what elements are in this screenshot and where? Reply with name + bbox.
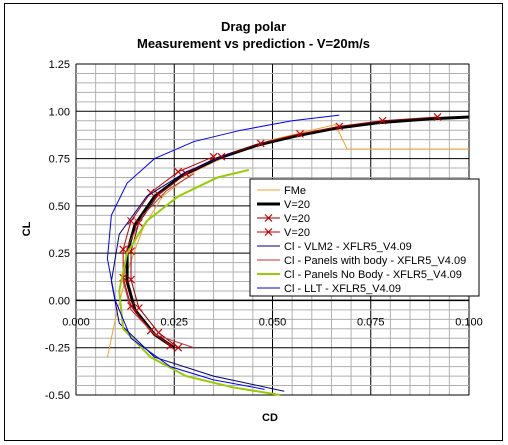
legend-label: Cl - Panels No Body - XFLR5_V4.09	[284, 269, 462, 281]
series-marker	[174, 343, 183, 352]
y-tick-label: 0.75	[49, 154, 70, 166]
series-marker	[378, 116, 387, 125]
legend-label: FMe	[284, 185, 306, 197]
legend-label: V=20	[284, 213, 310, 225]
series-line-1	[125, 115, 470, 349]
y-tick-label: 0.25	[49, 248, 70, 260]
chart-subtitle: Measurement vs prediction - V=20m/s	[136, 36, 370, 51]
series-marker	[119, 245, 128, 254]
series-marker	[296, 130, 304, 138]
chart-title-block: Drag polar Measurement vs prediction - V…	[4, 18, 503, 52]
x-tick-label: 0.100	[455, 316, 483, 328]
series-marker	[134, 304, 143, 312]
series-lines	[106, 113, 470, 396]
x-tick-label: 0.000	[62, 316, 90, 328]
series-marker	[209, 152, 218, 161]
y-tick-label: 1.00	[49, 106, 70, 118]
series-marker	[174, 167, 183, 176]
series-marker	[433, 113, 442, 121]
series-marker	[256, 139, 265, 148]
legend-label: V=20	[284, 227, 310, 239]
y-tick-label: 0.00	[49, 295, 70, 307]
x-axis-title: CD	[262, 412, 278, 424]
y-tick-label: -0.25	[45, 343, 70, 355]
legend-label: Cl - VLM2 - XFLR5_V4.09	[284, 241, 412, 253]
legend-marker	[264, 214, 273, 222]
series-line-7	[106, 114, 340, 390]
series-line-6	[118, 168, 281, 396]
series-marker	[166, 341, 175, 350]
x-tick-label: 0.050	[259, 316, 287, 328]
series-marker	[127, 302, 135, 311]
tick-labels: 0.000 0.025 0.050 0.075 0.100 1.25 1.00 0.75 0.5…	[45, 59, 483, 402]
series-marker	[127, 275, 135, 284]
legend: FMe V=20 V=20 V=20 Cl - VLM2 - XFLR5_V4.09 Cl…	[249, 178, 480, 297]
legend-box	[249, 178, 480, 297]
y-tick-label: -0.50	[45, 390, 70, 402]
series-marker	[335, 122, 344, 131]
legend-marker	[264, 228, 273, 236]
legend-label: Cl - Panels with body - XFLR5_V4.09	[284, 255, 466, 267]
chart-title: Drag polar	[220, 19, 286, 34]
legend-label: V=20	[284, 199, 310, 211]
legend-label: Cl - LLT - XFLR5_V4.09	[284, 283, 401, 295]
y-axis-title: CL	[21, 221, 33, 236]
y-tick-label: 0.50	[49, 201, 70, 213]
x-tick-label: 0.075	[357, 316, 385, 328]
y-tick-label: 1.25	[49, 59, 70, 71]
series-line-2	[130, 116, 438, 349]
x-tick-label: 0.025	[160, 316, 188, 328]
series-marker	[127, 217, 135, 225]
